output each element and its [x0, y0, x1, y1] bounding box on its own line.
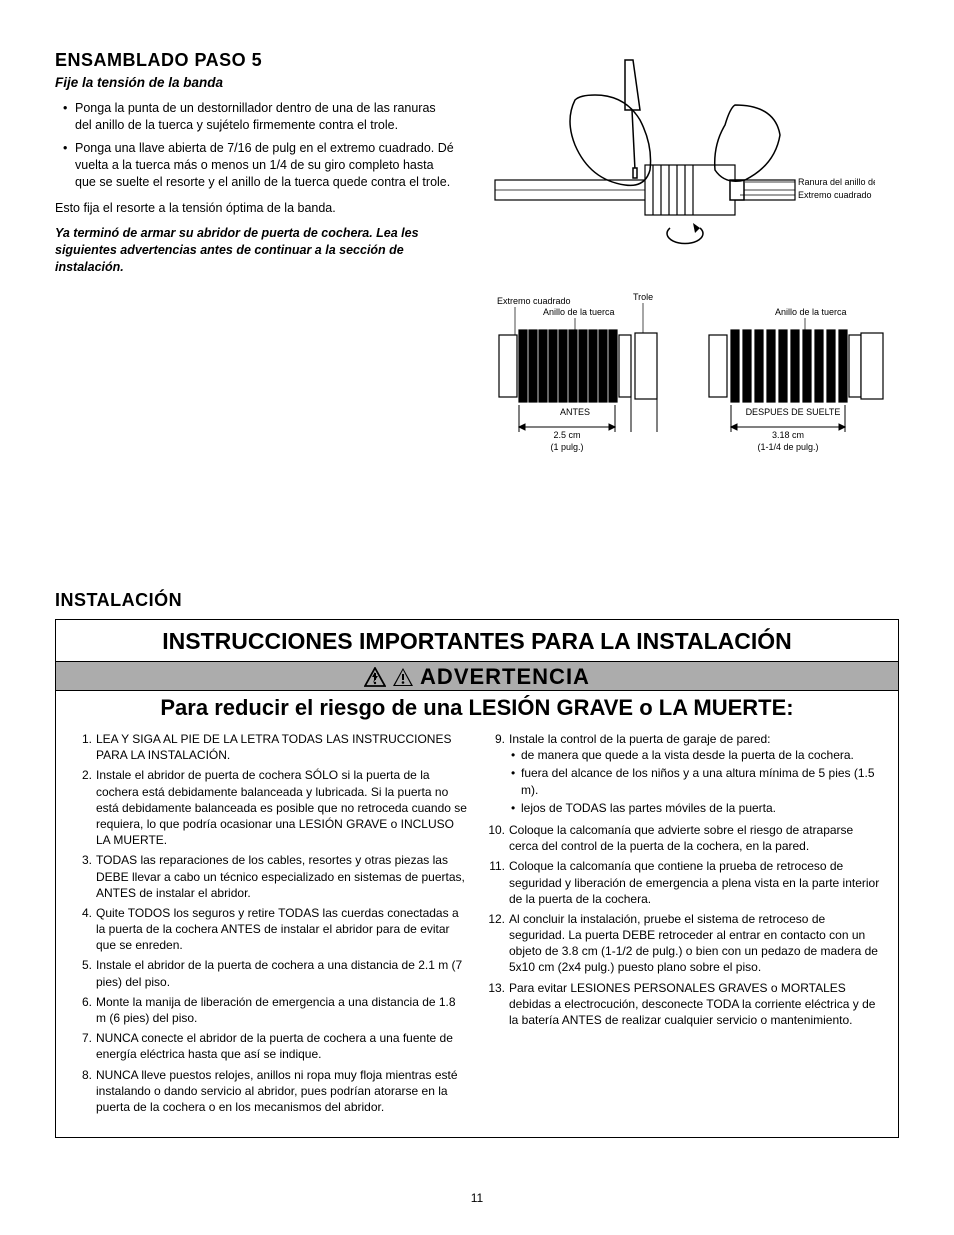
step5-title: ENSAMBLADO PASO 5 [55, 50, 455, 71]
warn-item: 3.TODAS las reparaciones de los cables, … [74, 852, 467, 901]
warning-h1: INSTRUCCIONES IMPORTANTES PARA LA INSTAL… [56, 628, 898, 655]
step5-bullet: Ponga la punta de un destornillador dent… [75, 100, 455, 134]
d2-anillo-r: Anillo de la tuerca [775, 307, 847, 317]
warning-bar-text: ADVERTENCIA [420, 664, 590, 690]
warning-bar: ADVERTENCIA [56, 661, 898, 691]
warning-right-col: 9. Instale la control de la puerta de ga… [487, 731, 880, 1119]
warn-item: 9. Instale la control de la puerta de ga… [487, 731, 880, 818]
step5-section: ENSAMBLADO PASO 5 Fije la tensión de la … [55, 50, 899, 490]
d2-anillo-l: Anillo de la tuerca [543, 307, 615, 317]
d2-despues: DESPUES DE SUELTE [746, 407, 841, 417]
warn-item: 5.Instale el abridor de la puerta de coc… [74, 957, 467, 989]
step5-bullets: Ponga la punta de un destornillador dent… [55, 100, 455, 190]
d2-antes-cm: 2.5 cm [553, 430, 580, 440]
d2-antes-in: (1 pulg.) [550, 442, 583, 452]
warning-h2: Para reducir el riesgo de una LESIÓN GRA… [56, 695, 898, 721]
instalacion-title: INSTALACIÓN [55, 590, 899, 611]
warn-item: 4.Quite TODOS los seguros y retire TODAS… [74, 905, 467, 954]
warn-item: 8.NUNCA lleve puestos relojes, anillos n… [74, 1067, 467, 1116]
diagram2-svg: Extremo cuadrado Trole Anillo de la tuer… [475, 280, 885, 470]
step5-bolditalic: Ya terminó de armar su abridor de puerta… [55, 225, 455, 276]
d2-trole: Trole [633, 292, 653, 302]
step5-subtitle: Fije la tensión de la banda [55, 75, 455, 90]
d2-antes: ANTES [560, 407, 590, 417]
step5-bullet: Ponga una llave abierta de 7/16 de pulg … [75, 140, 455, 191]
diagram1: Ranura del anillo de la tuerca Extremo c… [475, 50, 899, 260]
hazard-icon [364, 667, 386, 687]
warn-item: 7.NUNCA conecte el abridor de la puerta … [74, 1030, 467, 1062]
warn-item: 1.LEA Y SIGA AL PIE DE LA LETRA TODAS LA… [74, 731, 467, 763]
warn-subitem: fuera del alcance de los niños y a una a… [521, 765, 880, 797]
d1-label-ranura: Ranura del anillo de la tuerca [798, 177, 875, 187]
warn-item: 11.Coloque la calcomanía que contiene la… [487, 858, 880, 907]
diagrams-col: Ranura del anillo de la tuerca Extremo c… [475, 50, 899, 490]
diagram2: Extremo cuadrado Trole Anillo de la tuer… [475, 280, 899, 470]
warn-item: 10.Coloque la calcomanía que advierte so… [487, 822, 880, 854]
step5-text-col: ENSAMBLADO PASO 5 Fije la tensión de la … [55, 50, 455, 490]
warning-left-col: 1.LEA Y SIGA AL PIE DE LA LETRA TODAS LA… [74, 731, 467, 1119]
warn-subitem: de manera que quede a la vista desde la … [521, 747, 880, 763]
d2-extremo: Extremo cuadrado [497, 296, 571, 306]
warning-icon [392, 667, 414, 687]
d2-despues-in: (1-1/4 de pulg.) [757, 442, 818, 452]
diagram1-svg: Ranura del anillo de la tuerca Extremo c… [475, 50, 875, 260]
d2-despues-cm: 3.18 cm [772, 430, 804, 440]
warn-item: 2.Instale el abridor de puerta de cocher… [74, 767, 467, 848]
warn-item: 12.Al concluir la instalación, pruebe el… [487, 911, 880, 976]
warn-subitem: lejos de TODAS las partes móviles de la … [521, 800, 880, 816]
step5-plain: Esto fija el resorte a la tensión óptima… [55, 200, 455, 217]
warning-columns: 1.LEA Y SIGA AL PIE DE LA LETRA TODAS LA… [56, 731, 898, 1119]
page-number: 11 [0, 1191, 954, 1205]
warning-box: INSTRUCCIONES IMPORTANTES PARA LA INSTAL… [55, 619, 899, 1138]
warn-item: 13.Para evitar LESIONES PERSONALES GRAVE… [487, 980, 880, 1029]
d1-label-extremo: Extremo cuadrado [798, 190, 872, 200]
warn-item: 6.Monte la manija de liberación de emerg… [74, 994, 467, 1026]
